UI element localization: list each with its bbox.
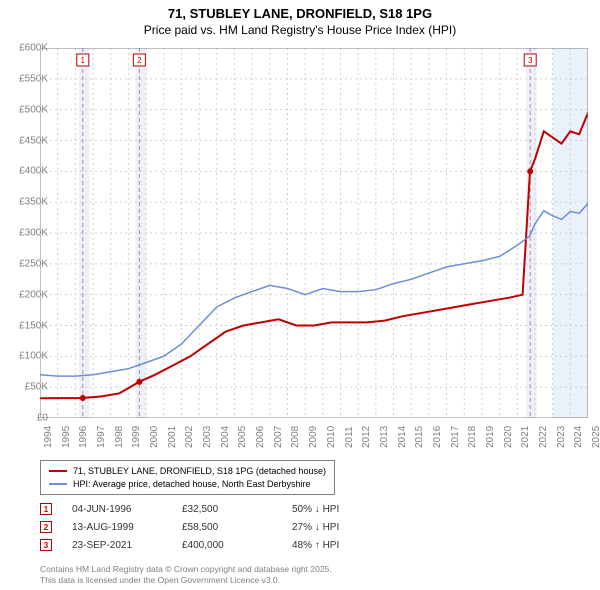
x-tick-label: 2013	[379, 426, 390, 448]
x-tick-label: 2003	[202, 426, 213, 448]
y-tick-label: £450K	[8, 135, 48, 146]
x-tick-label: 2017	[450, 426, 461, 448]
y-tick-label: £50K	[8, 382, 48, 393]
x-tick-label: 2001	[167, 426, 178, 448]
x-tick-label: 2019	[485, 426, 496, 448]
svg-text:1: 1	[81, 56, 86, 65]
x-tick-label: 2016	[432, 426, 443, 448]
sale-price: £32,500	[182, 504, 292, 515]
x-tick-label: 2022	[538, 426, 549, 448]
y-tick-label: £0	[8, 413, 48, 424]
chart-svg: 1 2 3	[40, 48, 588, 418]
x-tick-label: 2007	[273, 426, 284, 448]
title-block: 71, STUBLEY LANE, DRONFIELD, S18 1PG Pri…	[0, 0, 600, 39]
x-tick-label: 2010	[326, 426, 337, 448]
x-tick-label: 2008	[290, 426, 301, 448]
x-tick-label: 1998	[114, 426, 125, 448]
y-tick-label: £350K	[8, 197, 48, 208]
x-tick-label: 2024	[573, 426, 584, 448]
sale-marker-box: 2	[40, 521, 52, 533]
y-tick-label: £550K	[8, 73, 48, 84]
chart-plot-area: 1 2 3	[40, 48, 588, 418]
x-tick-label: 2025	[591, 426, 600, 448]
x-tick-label: 2002	[184, 426, 195, 448]
sale-date: 04-JUN-1996	[72, 504, 182, 515]
footer-line: Contains HM Land Registry data © Crown c…	[40, 564, 332, 575]
y-tick-label: £150K	[8, 320, 48, 331]
x-tick-label: 2005	[237, 426, 248, 448]
sale-price: £400,000	[182, 540, 292, 551]
x-tick-label: 1994	[43, 426, 54, 448]
y-tick-label: £600K	[8, 43, 48, 54]
x-tick-label: 2021	[520, 426, 531, 448]
sale-delta: 27% ↓ HPI	[292, 522, 402, 533]
footer-line: This data is licensed under the Open Gov…	[40, 575, 332, 586]
footer-attribution: Contains HM Land Registry data © Crown c…	[40, 564, 332, 586]
sale-delta: 48% ↑ HPI	[292, 540, 402, 551]
legend-swatch	[49, 470, 67, 472]
x-tick-label: 1999	[131, 426, 142, 448]
x-tick-label: 2011	[344, 426, 355, 448]
chart-container: 71, STUBLEY LANE, DRONFIELD, S18 1PG Pri…	[0, 0, 600, 590]
x-tick-label: 1996	[78, 426, 89, 448]
sale-date: 13-AUG-1999	[72, 522, 182, 533]
legend-label: 71, STUBLEY LANE, DRONFIELD, S18 1PG (de…	[73, 465, 326, 478]
x-tick-label: 2015	[414, 426, 425, 448]
y-tick-label: £400K	[8, 166, 48, 177]
svg-text:2: 2	[137, 56, 142, 65]
x-tick-label: 2018	[467, 426, 478, 448]
legend-box: 71, STUBLEY LANE, DRONFIELD, S18 1PG (de…	[40, 460, 335, 495]
legend-item: 71, STUBLEY LANE, DRONFIELD, S18 1PG (de…	[49, 465, 326, 478]
sale-price: £58,500	[182, 522, 292, 533]
x-tick-label: 1995	[61, 426, 72, 448]
legend-swatch	[49, 483, 67, 485]
y-tick-label: £100K	[8, 351, 48, 362]
legend-label: HPI: Average price, detached house, Nort…	[73, 478, 310, 491]
x-tick-label: 2009	[308, 426, 319, 448]
x-tick-label: 2004	[220, 426, 231, 448]
x-tick-label: 2006	[255, 426, 266, 448]
x-tick-label: 2014	[397, 426, 408, 448]
sales-table: 1 04-JUN-1996£32,50050% ↓ HPI 2 13-AUG-1999…	[40, 500, 402, 554]
sale-date: 23-SEP-2021	[72, 540, 182, 551]
x-tick-label: 2023	[556, 426, 567, 448]
sales-table-row: 3 23-SEP-2021£400,00048% ↑ HPI	[40, 536, 402, 554]
legend-item: HPI: Average price, detached house, Nort…	[49, 478, 326, 491]
x-tick-label: 2000	[149, 426, 160, 448]
title-line1: 71, STUBLEY LANE, DRONFIELD, S18 1PG	[0, 6, 600, 21]
sale-delta: 50% ↓ HPI	[292, 504, 402, 515]
sale-marker-box: 3	[40, 539, 52, 551]
svg-text:3: 3	[528, 56, 533, 65]
y-tick-label: £200K	[8, 289, 48, 300]
sale-marker-box: 1	[40, 503, 52, 515]
y-tick-label: £250K	[8, 258, 48, 269]
sales-table-row: 2 13-AUG-1999£58,50027% ↓ HPI	[40, 518, 402, 536]
y-tick-label: £500K	[8, 104, 48, 115]
x-tick-label: 1997	[96, 426, 107, 448]
sales-table-row: 1 04-JUN-1996£32,50050% ↓ HPI	[40, 500, 402, 518]
x-tick-label: 2012	[361, 426, 372, 448]
y-tick-label: £300K	[8, 228, 48, 239]
x-tick-label: 2020	[503, 426, 514, 448]
title-line2: Price paid vs. HM Land Registry's House …	[0, 23, 600, 37]
